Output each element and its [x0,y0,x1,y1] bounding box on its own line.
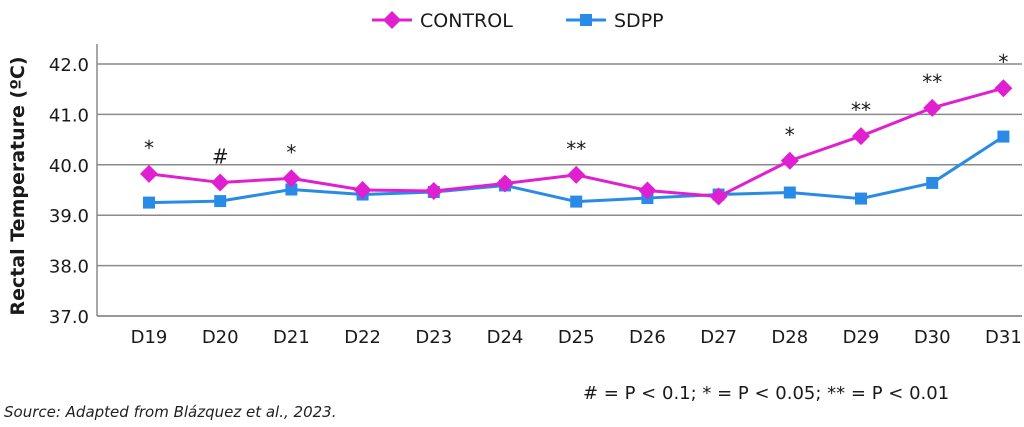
y-tick-label: 42.0 [49,55,89,76]
data-point-control [638,181,657,200]
y-tick-label: 39.0 [49,206,89,227]
x-tick-label: D19 [131,327,168,348]
y-tick-label: 40.0 [49,156,89,177]
data-point-control [424,182,443,201]
y-tick-label: 37.0 [49,307,89,328]
data-point-control [923,98,942,117]
data-point-control [780,151,799,170]
data-point-control [852,127,870,146]
y-tick-label: 38.0 [49,257,89,278]
x-tick-label: D30 [914,327,951,348]
x-tick-label: D28 [771,327,808,348]
x-tick-label: D29 [843,327,880,348]
data-point-control [709,187,728,206]
x-tick-label: D22 [344,327,381,348]
significance-annotation: * [785,123,795,147]
y-axis-label: Rectal Temperature (ºC) [7,56,29,315]
source-note: Source: Adapted from Blázquez et al., 20… [4,403,337,421]
significance-annotation: * [998,50,1008,74]
significance-annotation: ** [851,98,871,122]
data-point-control [282,169,301,188]
x-tick-label: D25 [558,327,595,348]
y-tick-label: 41.0 [49,105,89,126]
significance-annotation: ** [566,137,586,161]
data-point-sdpp [783,186,796,199]
legend-label-sdpp: SDPP [614,10,664,32]
data-point-control [211,173,230,192]
x-tick-label: D23 [415,327,452,348]
significance-annotation: * [286,140,296,164]
data-point-control [353,181,372,199]
significance-annotation: ** [922,70,942,94]
data-point-sdpp [855,192,867,205]
legend-marker-control [383,11,401,29]
x-tick-label: D26 [629,327,666,348]
legend-marker-sdpp [580,14,592,26]
significance-annotation: * [144,136,154,160]
data-point-sdpp [997,130,1010,143]
legend-label-control: CONTROL [420,10,513,32]
data-point-control [140,164,158,183]
x-tick-label: D27 [700,327,737,348]
data-point-sdpp [570,195,583,208]
data-point-control [496,174,514,193]
data-point-sdpp [285,183,298,196]
x-tick-label: D24 [487,327,524,348]
data-point-sdpp [926,176,939,189]
line-chart: 37.0 38.0 39.0 40.0 41.0 42.0 D19 D20 D21 D22 D23 D… [7,10,1022,348]
significance-annotation: # [212,144,229,168]
data-point-sdpp [143,196,155,209]
x-tick-label: D20 [202,327,239,348]
x-tick-label: D31 [985,327,1022,348]
data-point-control [567,165,586,184]
data-point-control [994,79,1013,98]
significance-footnote: # = P < 0.1; * = P < 0.05; ** = P < 0.01 [583,383,950,404]
x-tick-label: D21 [273,327,310,348]
data-point-sdpp [214,195,227,208]
